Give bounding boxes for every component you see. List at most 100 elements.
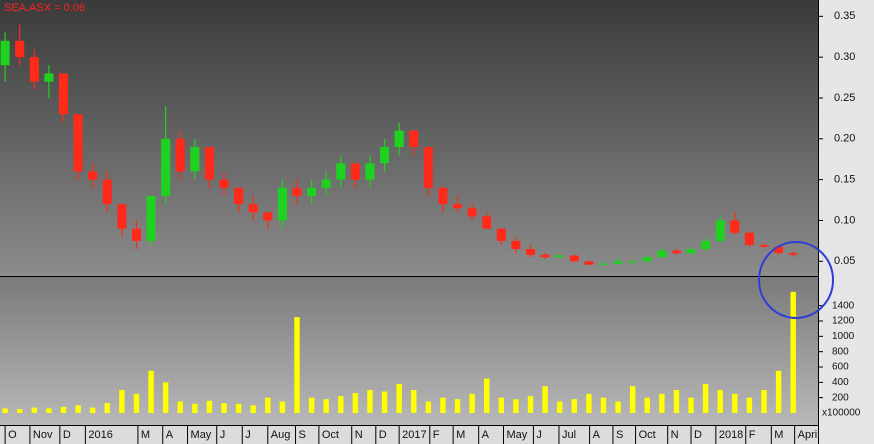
volume-bar	[31, 407, 38, 413]
volume-bar	[717, 390, 723, 413]
candle-body	[569, 255, 579, 262]
volume-bar	[367, 390, 373, 413]
volume-bar	[2, 408, 8, 413]
volume-bar	[133, 393, 140, 413]
x-tick-label: 2016	[88, 429, 112, 441]
volume-bar	[673, 390, 680, 413]
candle-body	[555, 255, 565, 258]
volume-tick-label: 1400	[832, 300, 855, 311]
candle-body	[671, 250, 681, 254]
x-tick-label: D	[63, 429, 71, 441]
volume-bar	[294, 317, 300, 413]
x-tick-label: N	[671, 429, 679, 441]
volume-bar	[46, 408, 52, 413]
candle-body	[657, 250, 667, 258]
candle-body	[29, 57, 39, 82]
x-tick-label: May	[191, 429, 212, 441]
volume-bar	[600, 397, 607, 413]
volume-bar	[732, 393, 738, 413]
volume-bar	[644, 397, 650, 413]
candle-body	[759, 244, 769, 247]
volume-bar	[192, 403, 198, 413]
candle-body	[161, 138, 171, 196]
candle-body	[511, 240, 521, 250]
x-tick-label: M	[456, 429, 465, 441]
candle-body	[744, 232, 754, 245]
candle-body	[380, 146, 390, 164]
volume-bar	[483, 378, 490, 413]
volume-bar	[206, 400, 213, 413]
x-tick-label: 2017	[402, 429, 426, 441]
volume-bar	[498, 397, 505, 413]
axis-area	[818, 0, 874, 444]
volume-bar	[586, 393, 592, 413]
candle-body	[774, 246, 784, 254]
volume-bar	[396, 383, 402, 413]
x-tick-label: Nov	[33, 429, 53, 441]
candle-body	[701, 240, 711, 250]
candle-body	[248, 204, 258, 213]
marks: 0.05 0.10 0.15 0.20 0.25 0.30 0.35 200 400 600 800…	[0, 10, 855, 444]
volume-bar	[148, 370, 154, 413]
candle-body	[423, 146, 433, 188]
price-panel	[0, 0, 818, 276]
candle-body	[102, 179, 112, 205]
candle-body	[525, 249, 536, 255]
x-tick-label: 2018	[719, 429, 743, 441]
x-tick-label: S	[616, 429, 623, 441]
volume-bar	[177, 401, 183, 413]
candle-body	[394, 130, 404, 147]
x-tick-label: Jul	[562, 429, 576, 441]
candle-body	[117, 204, 127, 229]
x-tick-label: S	[299, 429, 306, 441]
candle-body	[190, 146, 200, 172]
volume-bar	[425, 401, 432, 413]
x-tick-label: J	[536, 429, 542, 441]
x-tick-label: Oct	[639, 429, 656, 441]
x-tick-label: F	[433, 429, 440, 441]
candle-body	[409, 130, 419, 147]
x-tick-label: A	[593, 429, 601, 441]
candle-body	[263, 212, 273, 221]
volume-bar	[542, 386, 548, 413]
volume-bar	[235, 403, 242, 413]
volume-bar	[761, 390, 767, 413]
candle-body	[307, 187, 317, 196]
candle-body	[686, 249, 696, 254]
volume-bar	[440, 397, 446, 413]
candle-body	[234, 187, 244, 205]
x-tick-label: D	[694, 429, 702, 441]
volume-bar	[308, 397, 315, 413]
candle-body	[730, 220, 740, 233]
volume-bar	[89, 407, 96, 413]
candle-body	[73, 114, 83, 172]
volume-unit: x100000	[822, 408, 861, 419]
volume-bar	[60, 406, 67, 413]
volume-bar	[338, 396, 344, 413]
candle-body	[628, 261, 638, 263]
candle-body	[88, 171, 98, 180]
volume-bar	[16, 409, 23, 413]
volume-bar	[265, 397, 271, 413]
candle-body	[277, 187, 287, 221]
candle-body	[540, 254, 550, 258]
volume-bar	[454, 399, 461, 413]
candle-body	[336, 163, 346, 180]
volume-bar	[381, 391, 388, 413]
x-tick-label: F	[749, 429, 756, 441]
candle-body	[496, 228, 506, 241]
y-tick-label: 0.35	[834, 10, 855, 22]
volume-bar	[775, 370, 782, 413]
volume-bar	[75, 405, 81, 413]
candle-body	[292, 187, 302, 196]
volume-bar	[469, 393, 475, 413]
x-tick-label: M	[774, 429, 783, 441]
candle-body	[715, 220, 725, 241]
x-tick-label: Oct	[322, 429, 339, 441]
volume-bar	[323, 399, 329, 413]
x-tick-label: D	[379, 429, 387, 441]
volume-tick-label: 400	[832, 377, 849, 388]
y-tick-label: 0.30	[834, 51, 855, 63]
x-tick-label: N	[355, 429, 363, 441]
